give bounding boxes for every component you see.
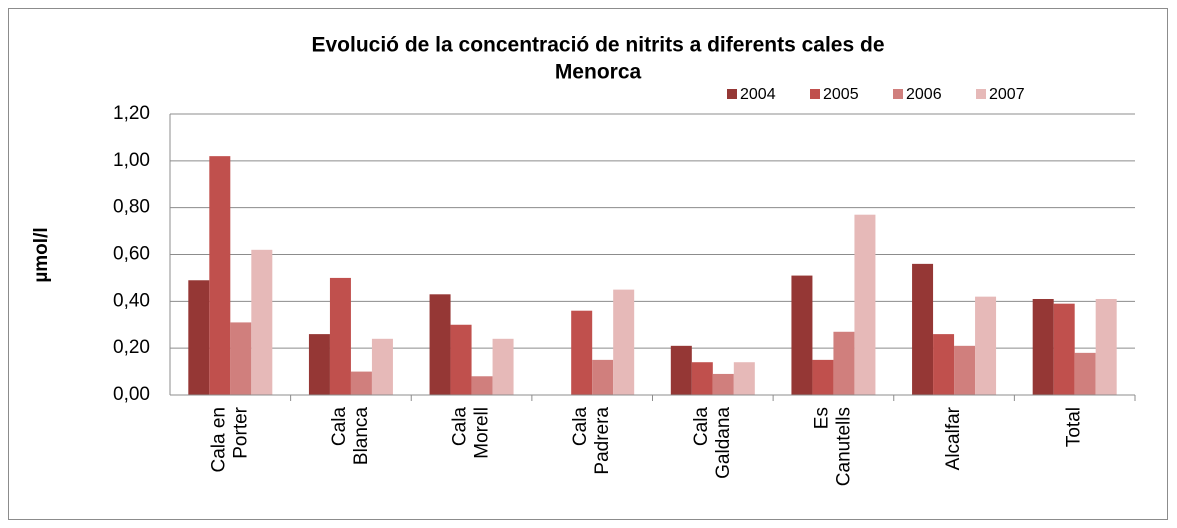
y-tick-label: 0,40 [113,290,150,311]
bar [429,294,451,395]
bar [670,345,692,395]
legend-swatch [810,89,820,99]
bar [1074,352,1096,395]
bar [833,331,855,395]
legend-label: 2004 [740,86,776,103]
bar [492,338,514,395]
x-tick-label: Total [1064,407,1085,447]
bar [933,334,955,395]
x-tick-label: Alcalfar [943,406,964,470]
y-tick-label: 1,20 [113,103,150,124]
y-tick-label: 1,00 [113,150,150,171]
y-tick-label: 0,60 [113,244,150,265]
legend-swatch [727,89,737,99]
bar [450,324,472,395]
x-tick-label: Cala [570,407,591,447]
bar [571,310,593,395]
bar [371,338,393,395]
bar [230,322,252,395]
x-tick-label: Cala [450,407,471,447]
bar [613,289,635,395]
legend-label: 2007 [989,86,1025,103]
x-tick-label: Cala [329,407,350,447]
legend-label: 2005 [823,86,859,103]
bar [471,376,493,395]
x-tick-label: Canutells [833,407,854,486]
chart-frame [8,8,1168,520]
bar [350,371,372,395]
x-tick-label: Es [811,407,832,429]
y-axis-label: µmol/l [31,227,52,282]
x-tick-label: Porter [230,406,251,458]
legend-swatch [976,89,986,99]
x-tick-label: Cala [691,407,712,447]
y-tick-label: 0,20 [113,337,150,358]
bar [188,280,210,395]
bar [209,156,231,395]
bar [975,296,997,395]
bar [592,359,614,395]
bar [691,362,713,395]
bar [251,249,273,395]
bar [329,277,351,395]
bar [1095,298,1117,395]
bar [791,275,813,395]
bar [1053,303,1075,395]
bar [733,362,755,395]
bar [1032,298,1054,395]
chart-title: Menorca [555,61,642,84]
chart-title: Evolució de la concentració de nitrits a… [311,34,884,57]
bar [854,214,876,395]
bar [308,334,330,395]
bar [712,373,734,395]
bar [812,359,834,395]
x-tick-label: Galdana [713,407,734,479]
x-tick-label: Padrera [592,407,613,475]
legend-label: 2006 [906,86,942,103]
legend-swatch [893,89,903,99]
x-tick-label: Morell [472,407,493,459]
y-tick-label: 0,80 [113,197,150,218]
bar [912,263,934,395]
x-tick-label: Blanca [351,407,372,466]
x-tick-label: Cala en [208,407,229,473]
bar [954,345,976,395]
y-tick-label: 0,00 [113,384,150,405]
